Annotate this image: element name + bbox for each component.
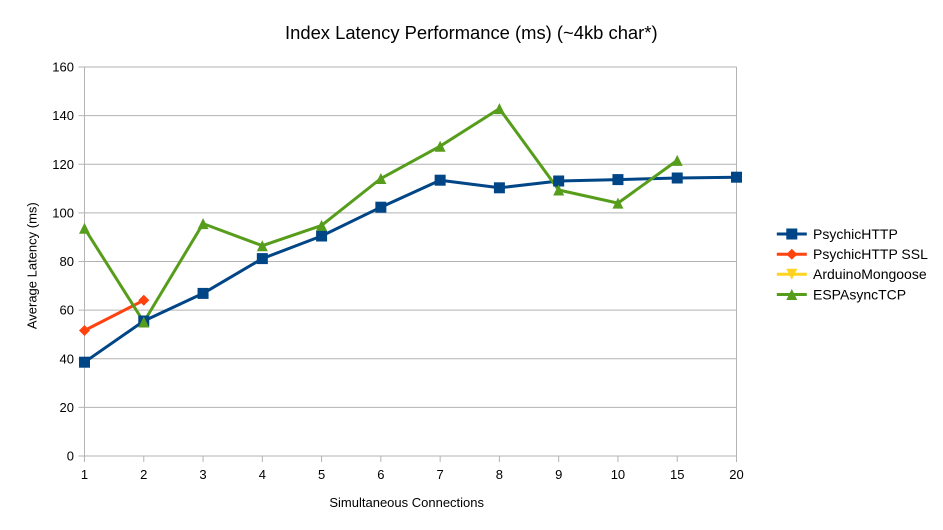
svg-text:100: 100 (52, 205, 74, 220)
svg-text:ESPAsyncTCP: ESPAsyncTCP (813, 286, 906, 302)
svg-text:PsychicHTTP: PsychicHTTP (813, 226, 898, 242)
svg-text:2: 2 (140, 467, 147, 482)
svg-text:3: 3 (199, 467, 206, 482)
svg-text:20: 20 (60, 400, 74, 415)
svg-text:Simultaneous Connections: Simultaneous Connections (329, 495, 484, 510)
svg-text:Index Latency Performance (ms): Index Latency Performance (ms) (~4kb cha… (285, 22, 658, 43)
svg-text:40: 40 (60, 351, 74, 366)
svg-text:0: 0 (67, 449, 74, 464)
svg-text:60: 60 (60, 303, 74, 318)
svg-text:1: 1 (81, 467, 88, 482)
svg-text:6: 6 (377, 467, 384, 482)
svg-text:Average Latency (ms): Average Latency (ms) (25, 202, 40, 329)
svg-text:5: 5 (318, 467, 325, 482)
svg-text:9: 9 (555, 467, 562, 482)
svg-text:4: 4 (259, 467, 266, 482)
svg-text:120: 120 (52, 157, 74, 172)
svg-text:7: 7 (437, 467, 444, 482)
svg-text:140: 140 (52, 108, 74, 123)
svg-text:10: 10 (611, 467, 625, 482)
svg-text:80: 80 (60, 254, 74, 269)
svg-text:20: 20 (729, 467, 743, 482)
svg-text:PsychicHTTP SSL: PsychicHTTP SSL (813, 246, 928, 262)
svg-text:ArduinoMongoose: ArduinoMongoose (813, 266, 927, 282)
svg-text:15: 15 (670, 467, 684, 482)
svg-text:8: 8 (496, 467, 503, 482)
svg-text:160: 160 (52, 60, 74, 75)
